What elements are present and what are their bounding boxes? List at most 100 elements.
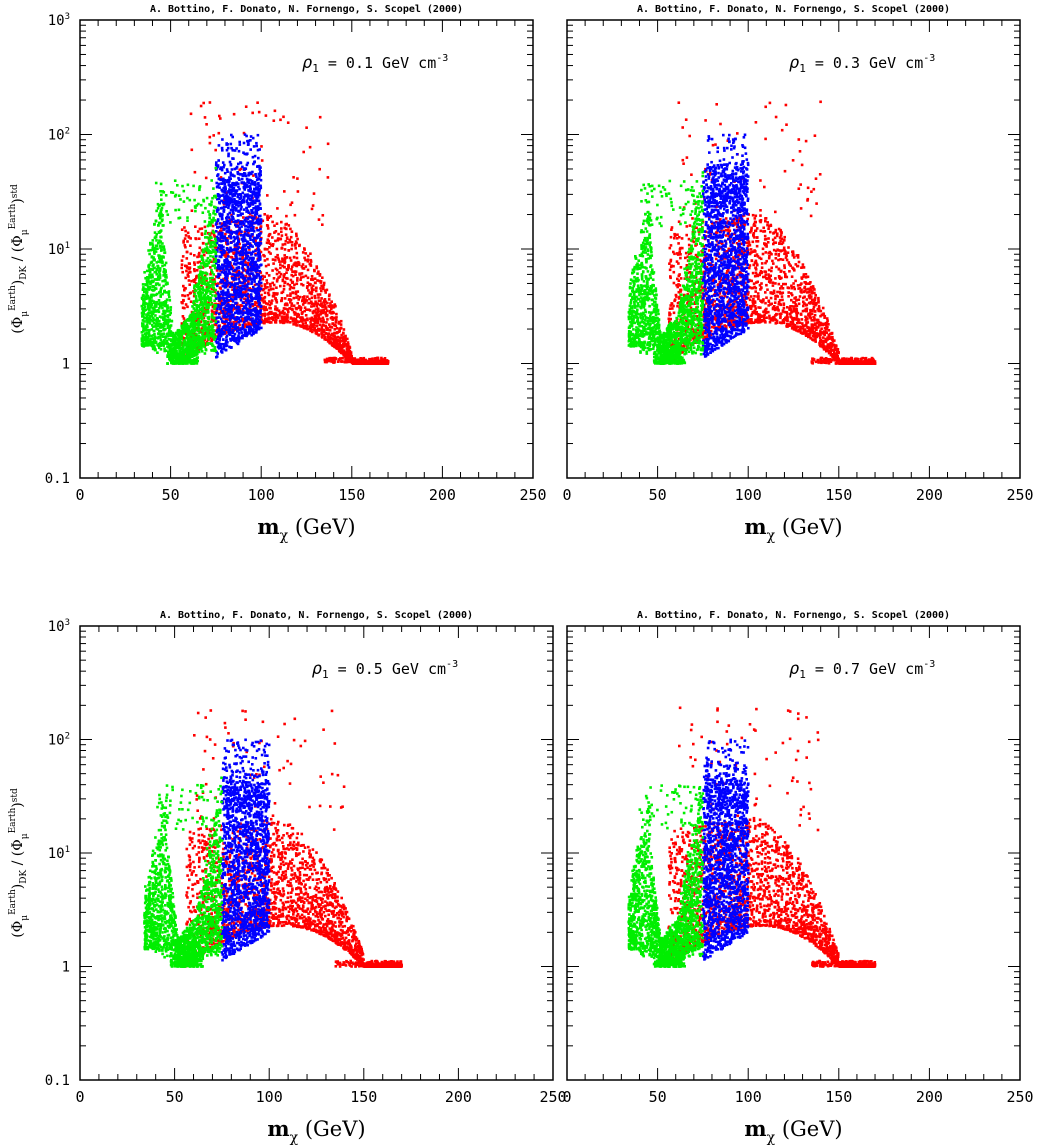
red-point (304, 314, 308, 317)
red-point (285, 214, 288, 218)
blue-point (245, 183, 249, 187)
red-point (259, 250, 263, 254)
red-point (260, 284, 263, 288)
red-point (189, 244, 192, 247)
green-point (155, 320, 158, 323)
red-point (296, 279, 299, 282)
red-point (267, 289, 271, 292)
red-point (303, 256, 306, 260)
red-point (285, 314, 289, 317)
red-point (341, 357, 344, 360)
red-point (278, 313, 281, 317)
red-point (184, 245, 187, 249)
blue-point (237, 193, 240, 196)
blue-point (257, 284, 261, 288)
blue-point (225, 267, 228, 270)
blue-point (229, 305, 233, 308)
green-point (145, 323, 149, 326)
green-point (161, 335, 165, 338)
blue-point (254, 269, 258, 273)
blue-point (243, 188, 246, 191)
red-point (238, 323, 241, 327)
red-point (342, 332, 345, 335)
green-point (213, 237, 217, 241)
red-point (288, 321, 292, 324)
blue-point (217, 295, 220, 298)
green-point (204, 236, 207, 239)
red-point (312, 192, 316, 195)
red-point (273, 224, 276, 227)
blue-point (250, 216, 254, 219)
green-point (155, 301, 159, 304)
blue-point (255, 175, 258, 178)
blue-point (235, 259, 239, 262)
blue-point (248, 276, 252, 279)
blue-point (259, 232, 262, 235)
blue-point (223, 314, 226, 317)
red-point (380, 360, 384, 363)
red-point (286, 308, 290, 311)
red-point (324, 326, 328, 329)
red-point (330, 326, 334, 329)
blue-point (217, 334, 221, 337)
blue-point (251, 289, 254, 293)
red-point (342, 336, 346, 340)
red-point (271, 312, 275, 315)
blue-point (244, 167, 248, 170)
blue-point (253, 154, 257, 158)
red-point (274, 305, 277, 308)
red-point (197, 255, 201, 258)
green-point (147, 331, 151, 334)
green-point (213, 280, 217, 283)
blue-point (244, 228, 247, 231)
red-point (280, 297, 284, 300)
blue-point (250, 209, 254, 212)
green-point (163, 263, 167, 267)
blue-point (231, 174, 235, 177)
blue-point (254, 295, 258, 298)
blue-point (219, 207, 223, 210)
red-point (312, 323, 316, 326)
blue-point (252, 328, 255, 332)
blue-point (226, 213, 230, 216)
red-point (371, 357, 374, 360)
blue-point (255, 141, 258, 145)
red-point (271, 236, 274, 239)
blue-point (250, 196, 254, 199)
red-point (196, 261, 200, 264)
green-point (156, 247, 159, 250)
red-point (285, 271, 288, 274)
red-point (269, 312, 272, 315)
red-point (323, 289, 327, 292)
blue-point (256, 241, 259, 245)
blue-point (231, 149, 235, 152)
red-point (323, 330, 326, 334)
blue-point (229, 163, 233, 166)
red-point (181, 315, 185, 318)
red-point (246, 263, 250, 266)
red-point (182, 239, 185, 243)
blue-point (227, 225, 231, 229)
blue-point (238, 273, 242, 276)
green-point (158, 221, 162, 225)
red-point (184, 303, 188, 306)
red-point (280, 230, 283, 234)
blue-point (248, 242, 252, 245)
blue-point (230, 313, 234, 316)
blue-point (250, 278, 254, 281)
red-point (340, 339, 343, 342)
red-point (295, 241, 298, 245)
blue-point (255, 188, 258, 191)
red-point (311, 204, 315, 207)
red-point (339, 323, 343, 326)
blue-point (258, 203, 262, 206)
blue-point (228, 318, 232, 322)
blue-point (259, 304, 263, 308)
blue-point (253, 187, 256, 191)
blue-point (245, 220, 248, 223)
red-point (292, 176, 295, 179)
blue-point (246, 241, 250, 244)
red-point (283, 242, 287, 246)
blue-point (223, 344, 226, 348)
